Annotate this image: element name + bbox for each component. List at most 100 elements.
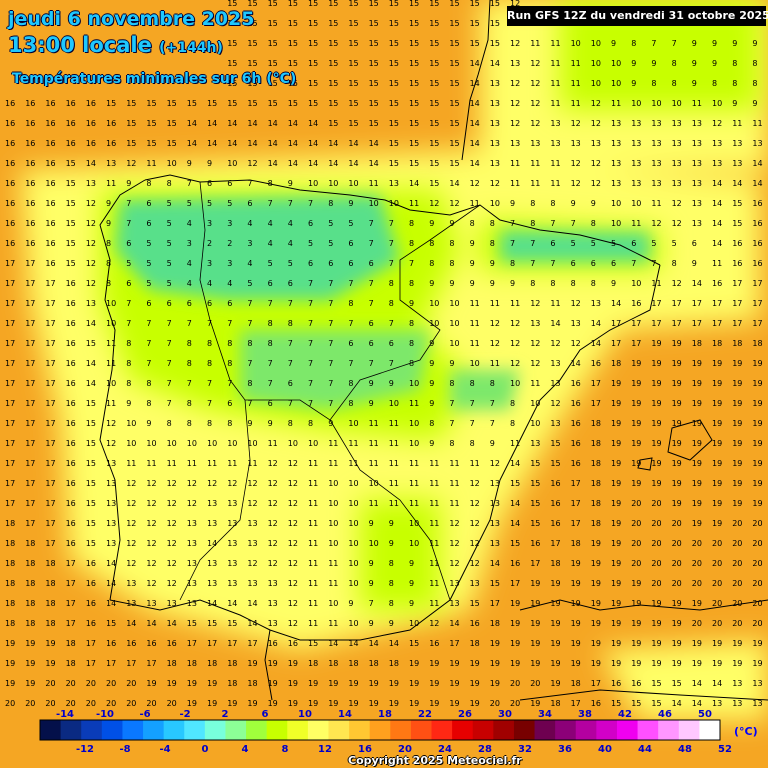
grid-value: 13 bbox=[530, 439, 540, 448]
grid-value: 20 bbox=[106, 699, 116, 708]
grid-value: 19 bbox=[651, 639, 661, 648]
grid-value: 15 bbox=[106, 619, 116, 628]
grid-value: 19 bbox=[571, 619, 581, 628]
grid-value: 18 bbox=[470, 639, 480, 648]
grid-value: 20 bbox=[167, 699, 177, 708]
grid-value: 7 bbox=[389, 359, 394, 368]
grid-value: 8 bbox=[409, 279, 414, 288]
grid-value: 9 bbox=[126, 179, 131, 188]
grid-value: 14 bbox=[328, 639, 338, 648]
grid-value: 4 bbox=[288, 219, 293, 228]
grid-value: 8 bbox=[328, 199, 333, 208]
grid-value: 12 bbox=[571, 159, 581, 168]
grid-value: 11 bbox=[308, 559, 318, 568]
grid-value: 14 bbox=[692, 279, 702, 288]
grid-value: 19 bbox=[308, 699, 318, 708]
grid-value: 5 bbox=[146, 279, 151, 288]
grid-value: 13 bbox=[247, 519, 257, 528]
grid-value: 8 bbox=[449, 239, 454, 248]
grid-value: 13 bbox=[187, 599, 197, 608]
grid-value: 13 bbox=[611, 159, 621, 168]
grid-value: 19 bbox=[611, 499, 621, 508]
grid-value: 14 bbox=[470, 59, 480, 68]
grid-value: 20 bbox=[732, 619, 742, 628]
grid-value: 11 bbox=[631, 219, 641, 228]
grid-value: 17 bbox=[5, 439, 15, 448]
grid-value: 14 bbox=[510, 459, 520, 468]
grid-value: 11 bbox=[530, 39, 540, 48]
grid-value: 7 bbox=[268, 199, 273, 208]
grid-value: 10 bbox=[207, 439, 217, 448]
grid-value: 8 bbox=[288, 319, 293, 328]
grid-value: 15 bbox=[389, 139, 399, 148]
grid-value: 18 bbox=[167, 659, 177, 668]
grid-value: 17 bbox=[45, 539, 55, 548]
grid-value: 7 bbox=[369, 359, 374, 368]
grid-value: 14 bbox=[510, 519, 520, 528]
grid-value: 19 bbox=[692, 479, 702, 488]
grid-value: 15 bbox=[187, 99, 197, 108]
grid-value: 10 bbox=[348, 619, 358, 628]
grid-value: 11 bbox=[106, 179, 116, 188]
grid-value: 11 bbox=[510, 299, 520, 308]
grid-value: 9 bbox=[490, 279, 495, 288]
grid-value: 8 bbox=[409, 219, 414, 228]
grid-value: 15 bbox=[328, 99, 338, 108]
grid-value: 11 bbox=[328, 459, 338, 468]
grid-value: 19 bbox=[651, 619, 661, 628]
grid-value: 12 bbox=[530, 119, 540, 128]
grid-value: 15 bbox=[146, 139, 156, 148]
grid-value: 19 bbox=[712, 499, 722, 508]
grid-value: 19 bbox=[530, 639, 540, 648]
grid-value: 18 bbox=[25, 559, 35, 568]
grid-value: 9 bbox=[369, 579, 374, 588]
grid-value: 12 bbox=[86, 279, 96, 288]
grid-value: 13 bbox=[449, 599, 459, 608]
grid-value: 14 bbox=[712, 679, 722, 688]
grid-value: 13 bbox=[207, 519, 217, 528]
value-grid: 15 15 15 15 15 15 15 15 15 15 15 15 15 15 12 15 15 15 15 15… bbox=[5, 0, 763, 708]
legend-swatch bbox=[328, 720, 350, 740]
grid-value: 12 bbox=[490, 319, 500, 328]
grid-value: 19 bbox=[631, 459, 641, 468]
grid-value: 19 bbox=[672, 339, 682, 348]
grid-value: 19 bbox=[247, 699, 257, 708]
grid-value: 13 bbox=[752, 699, 762, 708]
grid-value: 7 bbox=[328, 379, 333, 388]
grid-value: 15 bbox=[328, 79, 338, 88]
grid-value: 11 bbox=[550, 299, 560, 308]
grid-value: 15 bbox=[429, 159, 439, 168]
grid-value: 17 bbox=[25, 319, 35, 328]
grid-value: 15 bbox=[167, 99, 177, 108]
grid-value: 8 bbox=[187, 359, 192, 368]
grid-value: 19 bbox=[752, 459, 762, 468]
grid-value: 10 bbox=[369, 539, 379, 548]
grid-value: 17 bbox=[45, 459, 55, 468]
grid-value: 20 bbox=[752, 619, 762, 628]
grid-value: 10 bbox=[167, 159, 177, 168]
grid-value: 7 bbox=[328, 279, 333, 288]
grid-value: 8 bbox=[490, 219, 495, 228]
grid-value: 17 bbox=[247, 639, 257, 648]
grid-value: 17 bbox=[45, 419, 55, 428]
grid-value: 15 bbox=[348, 0, 358, 8]
grid-value: 15 bbox=[66, 199, 76, 208]
grid-value: 18 bbox=[328, 659, 338, 668]
legend-swatch bbox=[287, 720, 309, 740]
grid-value: 12 bbox=[288, 559, 298, 568]
grid-value: 12 bbox=[530, 299, 540, 308]
grid-value: 8 bbox=[389, 579, 394, 588]
grid-value: 4 bbox=[207, 279, 212, 288]
grid-value: 12 bbox=[510, 319, 520, 328]
grid-value: 8 bbox=[732, 79, 737, 88]
grid-value: 13 bbox=[106, 479, 116, 488]
grid-value: 13 bbox=[126, 599, 136, 608]
grid-value: 16 bbox=[550, 479, 560, 488]
legend-label-top: 42 bbox=[618, 709, 632, 720]
grid-value: 6 bbox=[146, 219, 151, 228]
grid-value: 16 bbox=[5, 119, 15, 128]
grid-value: 19 bbox=[611, 439, 621, 448]
grid-value: 16 bbox=[5, 199, 15, 208]
grid-value: 7 bbox=[369, 219, 374, 228]
grid-value: 16 bbox=[66, 139, 76, 148]
